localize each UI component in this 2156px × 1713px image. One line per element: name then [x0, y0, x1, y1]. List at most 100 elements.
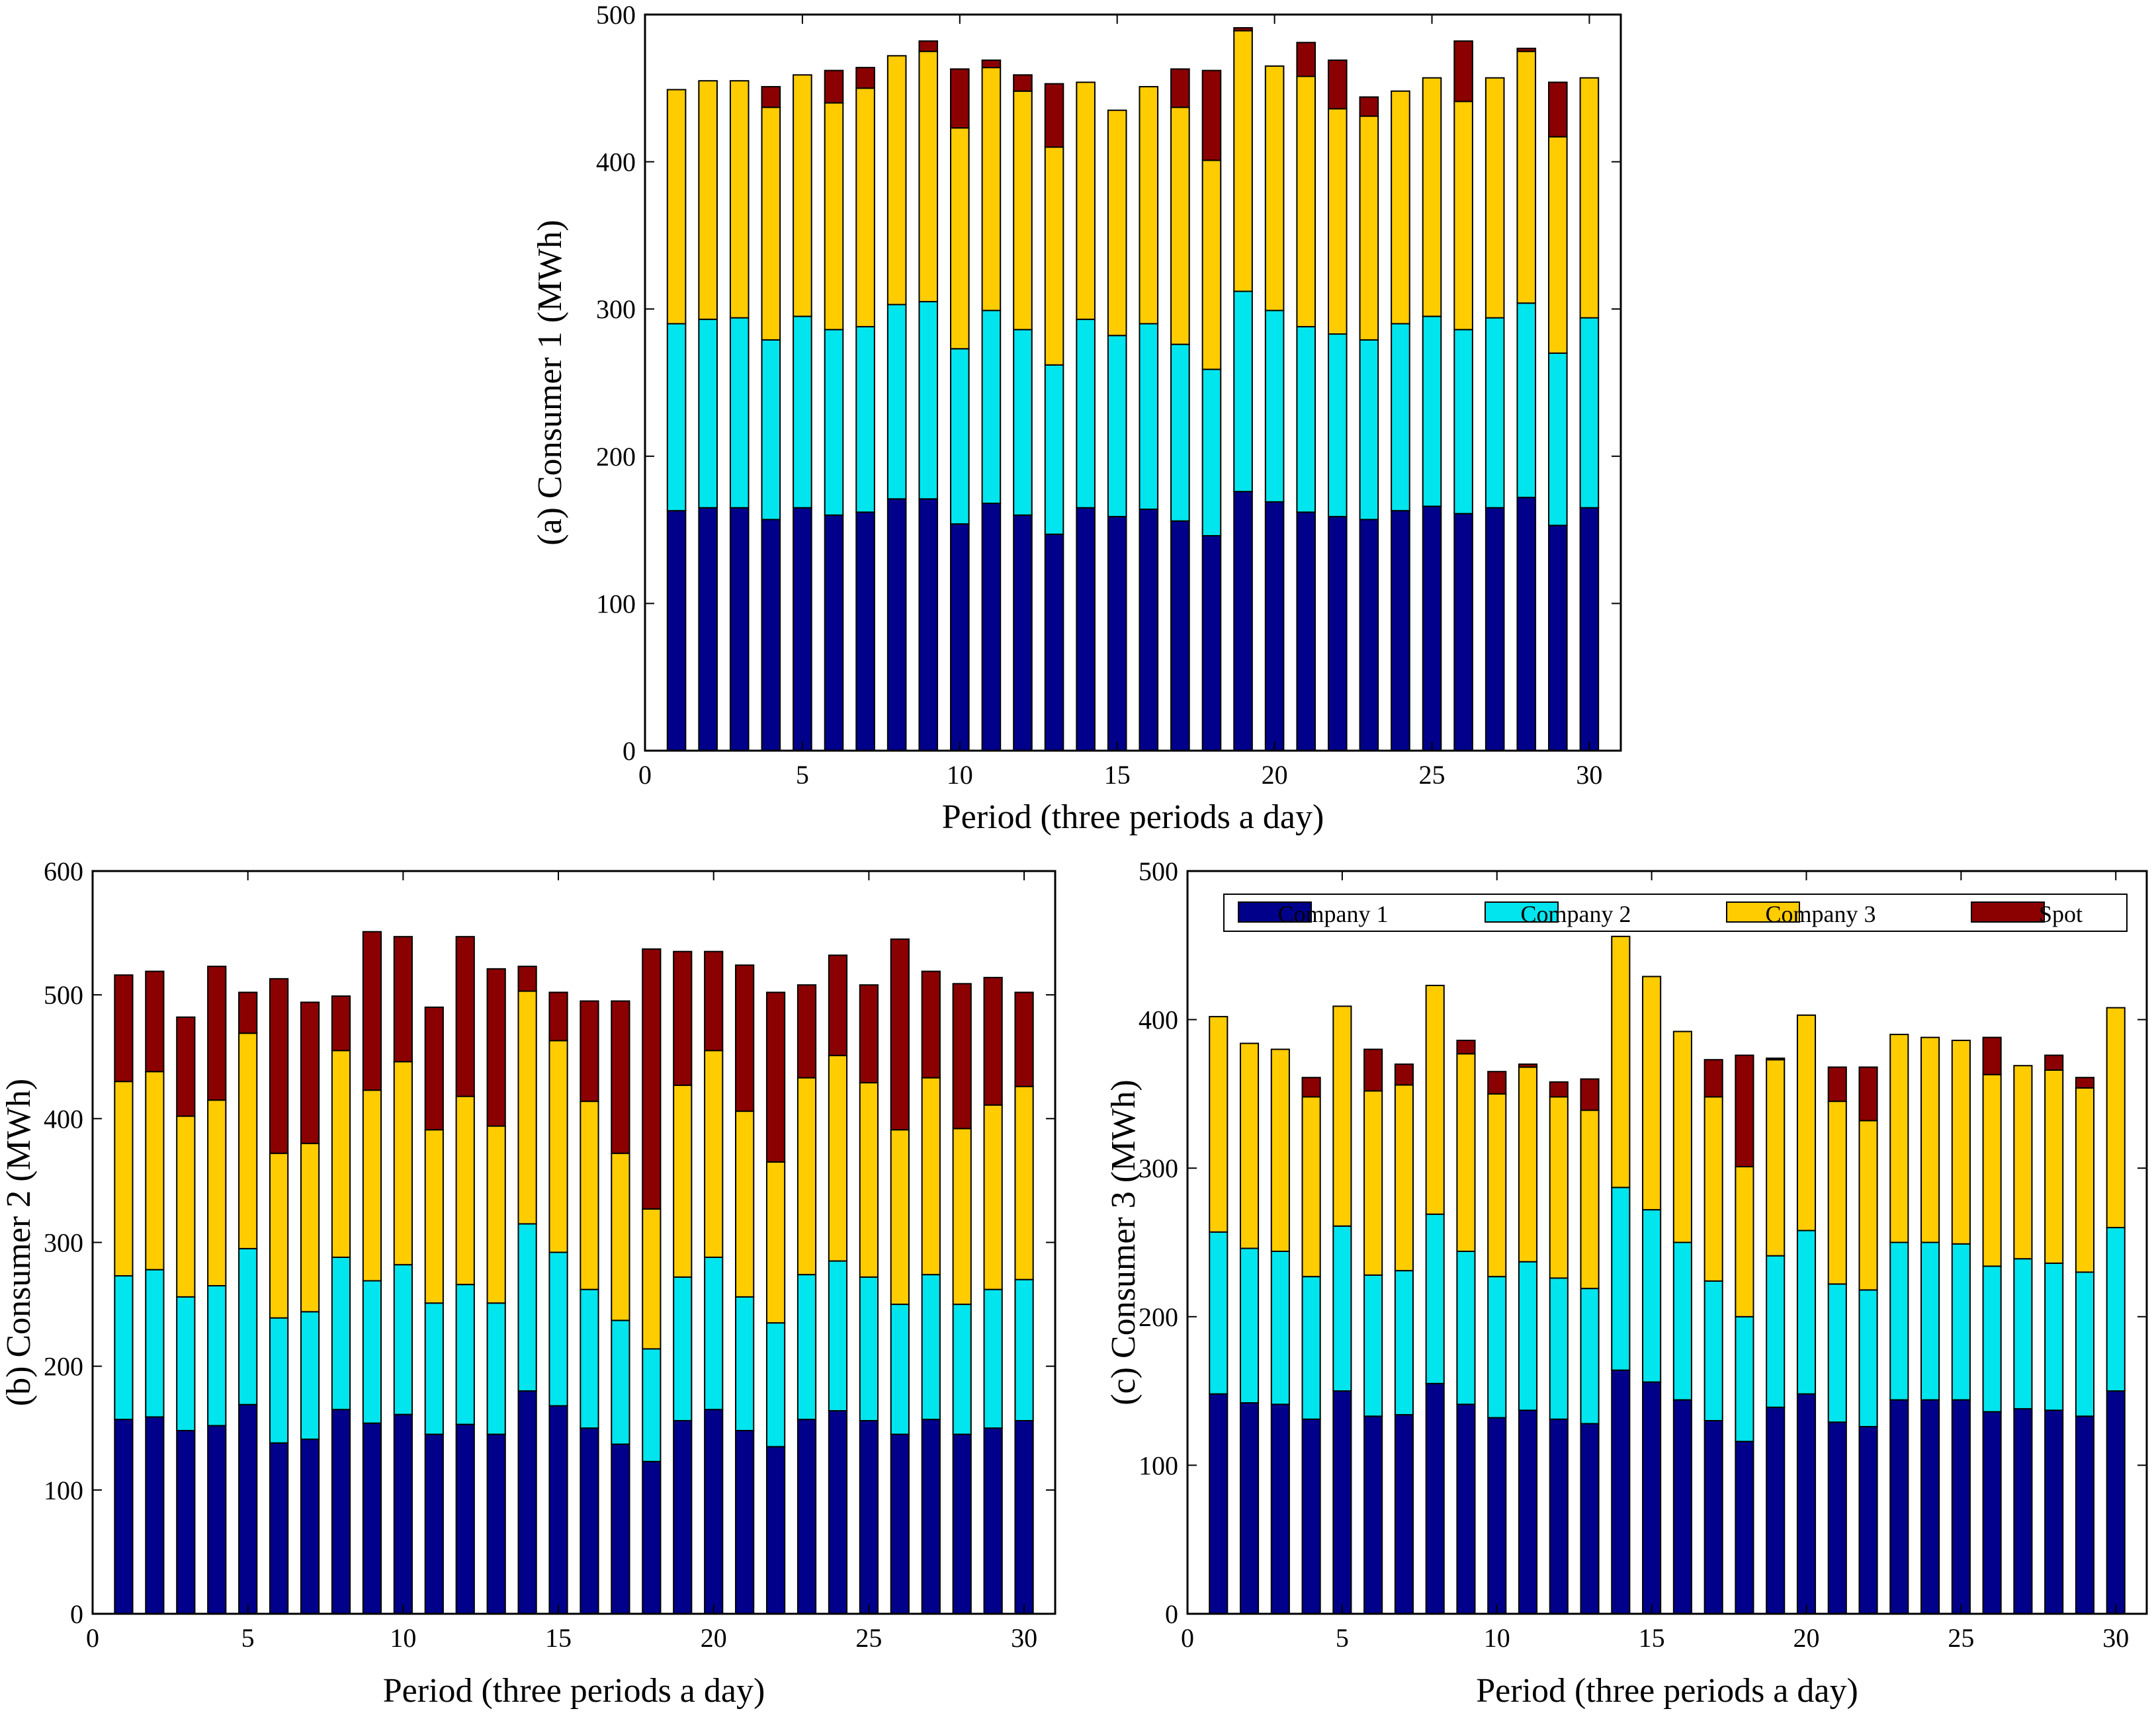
bar-company1-period-2	[145, 1416, 165, 1614]
bar-company3-period-21	[1296, 75, 1316, 327]
bar-company2-period-18	[1735, 1316, 1754, 1442]
bar-company1-period-25	[1951, 1399, 1971, 1615]
bar-company1-period-12	[455, 1423, 475, 1614]
bar-company1-period-4	[761, 519, 781, 752]
bar-company1-period-10	[1487, 1417, 1507, 1615]
bar-company2-period-28	[1516, 302, 1537, 499]
bar-company1-period-29	[983, 1427, 1003, 1614]
x-tick-label: 15	[1639, 1623, 1665, 1653]
bar-company3-period-4	[207, 1099, 227, 1287]
y-axis-label: (a) Consumer 1 (MWh)	[531, 220, 569, 545]
bar-company2-period-4	[207, 1285, 227, 1427]
bar-company2-period-8	[1425, 1213, 1445, 1384]
bar-company2-period-10	[950, 348, 970, 525]
bar-spot-period-10	[393, 936, 413, 1063]
bar-company2-period-6	[824, 329, 844, 516]
bar-company1-period-14	[517, 1390, 537, 1615]
bar-company3-period-18	[642, 1208, 662, 1350]
y-tick-label: 300	[596, 294, 636, 324]
bar-company1-period-5	[238, 1403, 258, 1614]
bar-spot-period-3	[176, 1016, 196, 1117]
bar-company1-period-2	[698, 507, 718, 752]
bar-company1-period-30	[1579, 507, 1600, 752]
bar-company3-period-24	[828, 1054, 848, 1262]
bar-company3-period-5	[793, 74, 812, 317]
bar-company2-period-8	[886, 304, 907, 500]
bar-spot-period-12	[1549, 1081, 1569, 1098]
bar-company3-period-24	[1920, 1036, 1940, 1243]
x-tick-label: 15	[545, 1623, 572, 1653]
bar-company3-period-23	[797, 1077, 817, 1276]
bar-company1-period-3	[1270, 1403, 1290, 1615]
bar-company3-period-3	[176, 1115, 196, 1298]
bar-company2-period-27	[1485, 317, 1505, 509]
bar-company3-period-27	[1485, 77, 1505, 319]
bar-company1-period-23	[1359, 519, 1379, 752]
bar-company2-period-25	[1951, 1243, 1971, 1401]
y-axis-label: (c) Consumer 3 (MWh)	[1105, 1079, 1143, 1405]
bar-spot-period-29	[983, 976, 1003, 1106]
bar-company1-period-20	[1796, 1393, 1817, 1615]
bar-company3-period-11	[981, 67, 1002, 312]
bar-company2-period-7	[1394, 1270, 1414, 1416]
bar-company3-period-25	[1422, 77, 1442, 317]
y-tick-label: 200	[596, 442, 636, 472]
bar-company1-period-10	[393, 1413, 413, 1614]
bar-company2-period-2	[698, 318, 718, 509]
bar-company1-period-21	[735, 1429, 755, 1614]
bar-company3-period-14	[1076, 81, 1096, 320]
bar-company1-period-7	[855, 511, 875, 751]
bar-company1-period-8	[331, 1409, 351, 1614]
bar-company3-period-16	[1139, 86, 1159, 325]
bar-company3-period-15	[548, 1040, 568, 1253]
bar-spot-period-9	[362, 931, 382, 1091]
bar-company1-period-21	[1296, 511, 1316, 751]
axes-frame	[1186, 870, 2148, 1615]
bar-company1-period-18	[642, 1460, 662, 1615]
bar-company3-period-17	[1170, 106, 1190, 345]
bar-spot-period-22	[1327, 60, 1348, 110]
bar-company2-period-21	[735, 1296, 755, 1431]
bar-company3-period-30	[1579, 77, 1600, 319]
bar-company3-period-13	[1580, 1109, 1600, 1290]
bar-company1-period-19	[673, 1420, 693, 1615]
bar-spot-period-30	[1014, 991, 1034, 1087]
bar-company1-period-8	[1425, 1382, 1445, 1615]
bar-company2-period-3	[176, 1296, 196, 1431]
bar-spot-period-15	[548, 991, 568, 1042]
bar-company3-period-15	[1107, 109, 1127, 337]
x-tick-label: 0	[1181, 1623, 1194, 1653]
y-tick-label: 400	[44, 1104, 83, 1134]
bar-company2-period-1	[1209, 1231, 1229, 1395]
bar-company1-period-8	[886, 498, 907, 751]
y-axis-label: (b) Consumer 2 (MWh)	[0, 1079, 38, 1406]
bar-company2-period-24	[828, 1260, 848, 1412]
bar-company3-period-9	[1456, 1053, 1476, 1252]
bar-company3-period-22	[1327, 108, 1348, 335]
bar-company3-period-7	[1394, 1084, 1414, 1272]
x-tick-label: 0	[638, 760, 652, 790]
bar-company1-period-28	[1516, 497, 1537, 751]
bar-company2-period-5	[793, 315, 812, 509]
bar-spot-period-1	[114, 974, 134, 1083]
bar-company2-period-17	[1703, 1280, 1723, 1422]
bar-company2-period-10	[1487, 1276, 1507, 1419]
bar-spot-period-29	[2075, 1077, 2095, 1089]
bar-spot-period-12	[455, 936, 475, 1097]
bar-company2-period-5	[1332, 1225, 1352, 1392]
y-tick-label: 200	[44, 1352, 83, 1382]
bar-spot-period-13	[1044, 83, 1064, 148]
bar-company1-period-4	[1301, 1418, 1321, 1615]
y-tick-label: 300	[1139, 1153, 1178, 1183]
bar-company3-period-19	[1766, 1059, 1786, 1257]
x-tick-label: 25	[1948, 1623, 1974, 1653]
bar-company1-period-22	[765, 1446, 786, 1615]
bar-company2-period-23	[1359, 339, 1379, 521]
bar-company1-period-12	[1013, 514, 1033, 752]
bar-company2-period-5	[238, 1247, 258, 1405]
y-tick-label: 400	[596, 147, 636, 177]
legend-label-company3: Company 3	[1766, 901, 1876, 927]
bar-company2-period-28	[2044, 1262, 2064, 1411]
